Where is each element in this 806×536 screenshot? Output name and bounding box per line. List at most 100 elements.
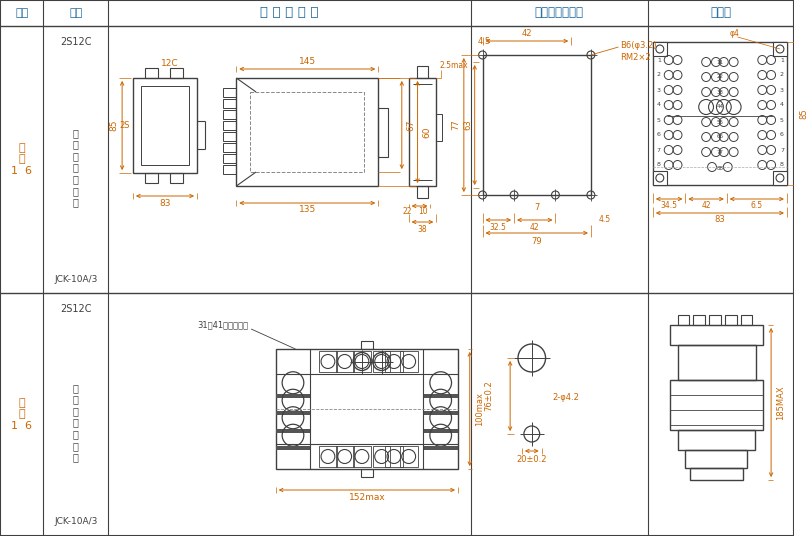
Bar	[691, 468, 742, 480]
Text: 10: 10	[418, 207, 428, 217]
Text: 42: 42	[530, 224, 539, 233]
Bar	[276, 349, 458, 469]
Text: 附
图
1  6: 附 图 1 6	[11, 143, 32, 176]
Bar	[353, 446, 371, 467]
Bar	[170, 68, 183, 78]
Text: 2.5max: 2.5max	[440, 62, 468, 71]
Text: 5: 5	[780, 117, 784, 123]
Bar	[276, 411, 310, 415]
Bar	[222, 99, 236, 108]
Text: 6: 6	[780, 132, 784, 138]
Bar	[336, 446, 354, 467]
Bar	[361, 469, 372, 477]
Bar	[709, 315, 721, 325]
Bar	[385, 446, 403, 467]
Text: 77: 77	[451, 120, 460, 130]
Text: 2S: 2S	[120, 121, 131, 130]
Bar	[423, 429, 458, 433]
Text: 76±0.2: 76±0.2	[484, 381, 493, 411]
Text: 凸
出
式
板
后
接
线: 凸 出 式 板 后 接 线	[73, 128, 79, 207]
Bar	[222, 154, 236, 163]
Bar	[141, 86, 189, 165]
Bar	[670, 325, 763, 345]
Text: 42: 42	[521, 29, 532, 39]
Text: φ4: φ4	[729, 29, 740, 39]
Text: JCK-10A/3: JCK-10A/3	[54, 517, 98, 526]
Text: RM2×2: RM2×2	[621, 53, 651, 62]
Bar	[670, 380, 763, 430]
Bar	[483, 55, 591, 195]
Bar	[653, 42, 667, 56]
Text: 图号: 图号	[15, 8, 28, 18]
Text: 67: 67	[406, 119, 415, 131]
Bar	[222, 132, 236, 141]
Bar	[145, 173, 157, 183]
Bar	[436, 114, 442, 141]
Text: 4: 4	[780, 102, 784, 108]
Bar	[222, 88, 236, 97]
Text: 152max: 152max	[348, 494, 385, 503]
Text: 8: 8	[780, 162, 784, 167]
Text: 3: 3	[780, 87, 784, 93]
Text: 3: 3	[657, 87, 661, 93]
Text: 5: 5	[657, 117, 661, 123]
Text: 4.5: 4.5	[599, 215, 611, 225]
Text: 60: 60	[422, 126, 431, 138]
Bar	[319, 446, 337, 467]
Bar	[378, 108, 388, 157]
Bar	[145, 68, 157, 78]
Bar	[372, 446, 390, 467]
Bar	[319, 351, 337, 372]
Bar	[250, 92, 364, 172]
Text: 32.5: 32.5	[490, 224, 507, 233]
Text: 22: 22	[717, 75, 724, 79]
Text: B6(φ3.2): B6(φ3.2)	[621, 41, 657, 49]
Text: 4: 4	[657, 102, 661, 108]
Text: 7: 7	[657, 147, 661, 153]
Bar	[678, 430, 755, 450]
Bar	[417, 66, 428, 78]
Bar	[678, 345, 756, 380]
Bar	[423, 446, 458, 450]
Text: 22: 22	[402, 207, 412, 217]
Bar	[276, 394, 310, 398]
Text: 6.5: 6.5	[750, 202, 763, 211]
Text: 2S12C: 2S12C	[60, 304, 92, 314]
Text: 附
图
1  6: 附 图 1 6	[11, 398, 32, 431]
Text: 2S12C: 2S12C	[60, 37, 92, 47]
Bar	[400, 351, 418, 372]
Text: 2: 2	[657, 72, 661, 78]
Text: 1: 1	[780, 57, 784, 63]
Bar	[678, 315, 689, 325]
Bar	[741, 315, 752, 325]
Text: 端子图: 端子图	[710, 6, 731, 19]
Bar	[773, 42, 787, 56]
Bar	[222, 121, 236, 130]
Bar	[685, 450, 747, 468]
Bar	[336, 351, 354, 372]
Bar	[361, 341, 372, 349]
Text: 85: 85	[110, 120, 118, 131]
Text: 31，41为电流端子: 31，41为电流端子	[197, 321, 248, 330]
Text: 1: 1	[657, 57, 661, 63]
Text: 20±0.2: 20±0.2	[517, 455, 547, 464]
Text: 2: 2	[780, 72, 784, 78]
Bar	[222, 110, 236, 119]
Text: 79: 79	[531, 236, 542, 245]
Bar	[773, 171, 787, 185]
Text: 83: 83	[714, 215, 725, 225]
Bar	[653, 171, 667, 185]
Text: 33: 33	[717, 90, 724, 94]
Bar	[236, 78, 378, 186]
Bar	[725, 315, 737, 325]
Text: 11: 11	[717, 59, 724, 64]
Bar	[353, 351, 371, 372]
Bar	[372, 351, 390, 372]
Text: 42: 42	[701, 202, 711, 211]
Text: 85: 85	[799, 108, 806, 119]
Bar	[385, 351, 403, 372]
Text: 44: 44	[717, 105, 724, 109]
Text: 100max: 100max	[475, 392, 484, 426]
Text: 135: 135	[299, 205, 316, 214]
Text: 结构: 结构	[69, 8, 82, 18]
